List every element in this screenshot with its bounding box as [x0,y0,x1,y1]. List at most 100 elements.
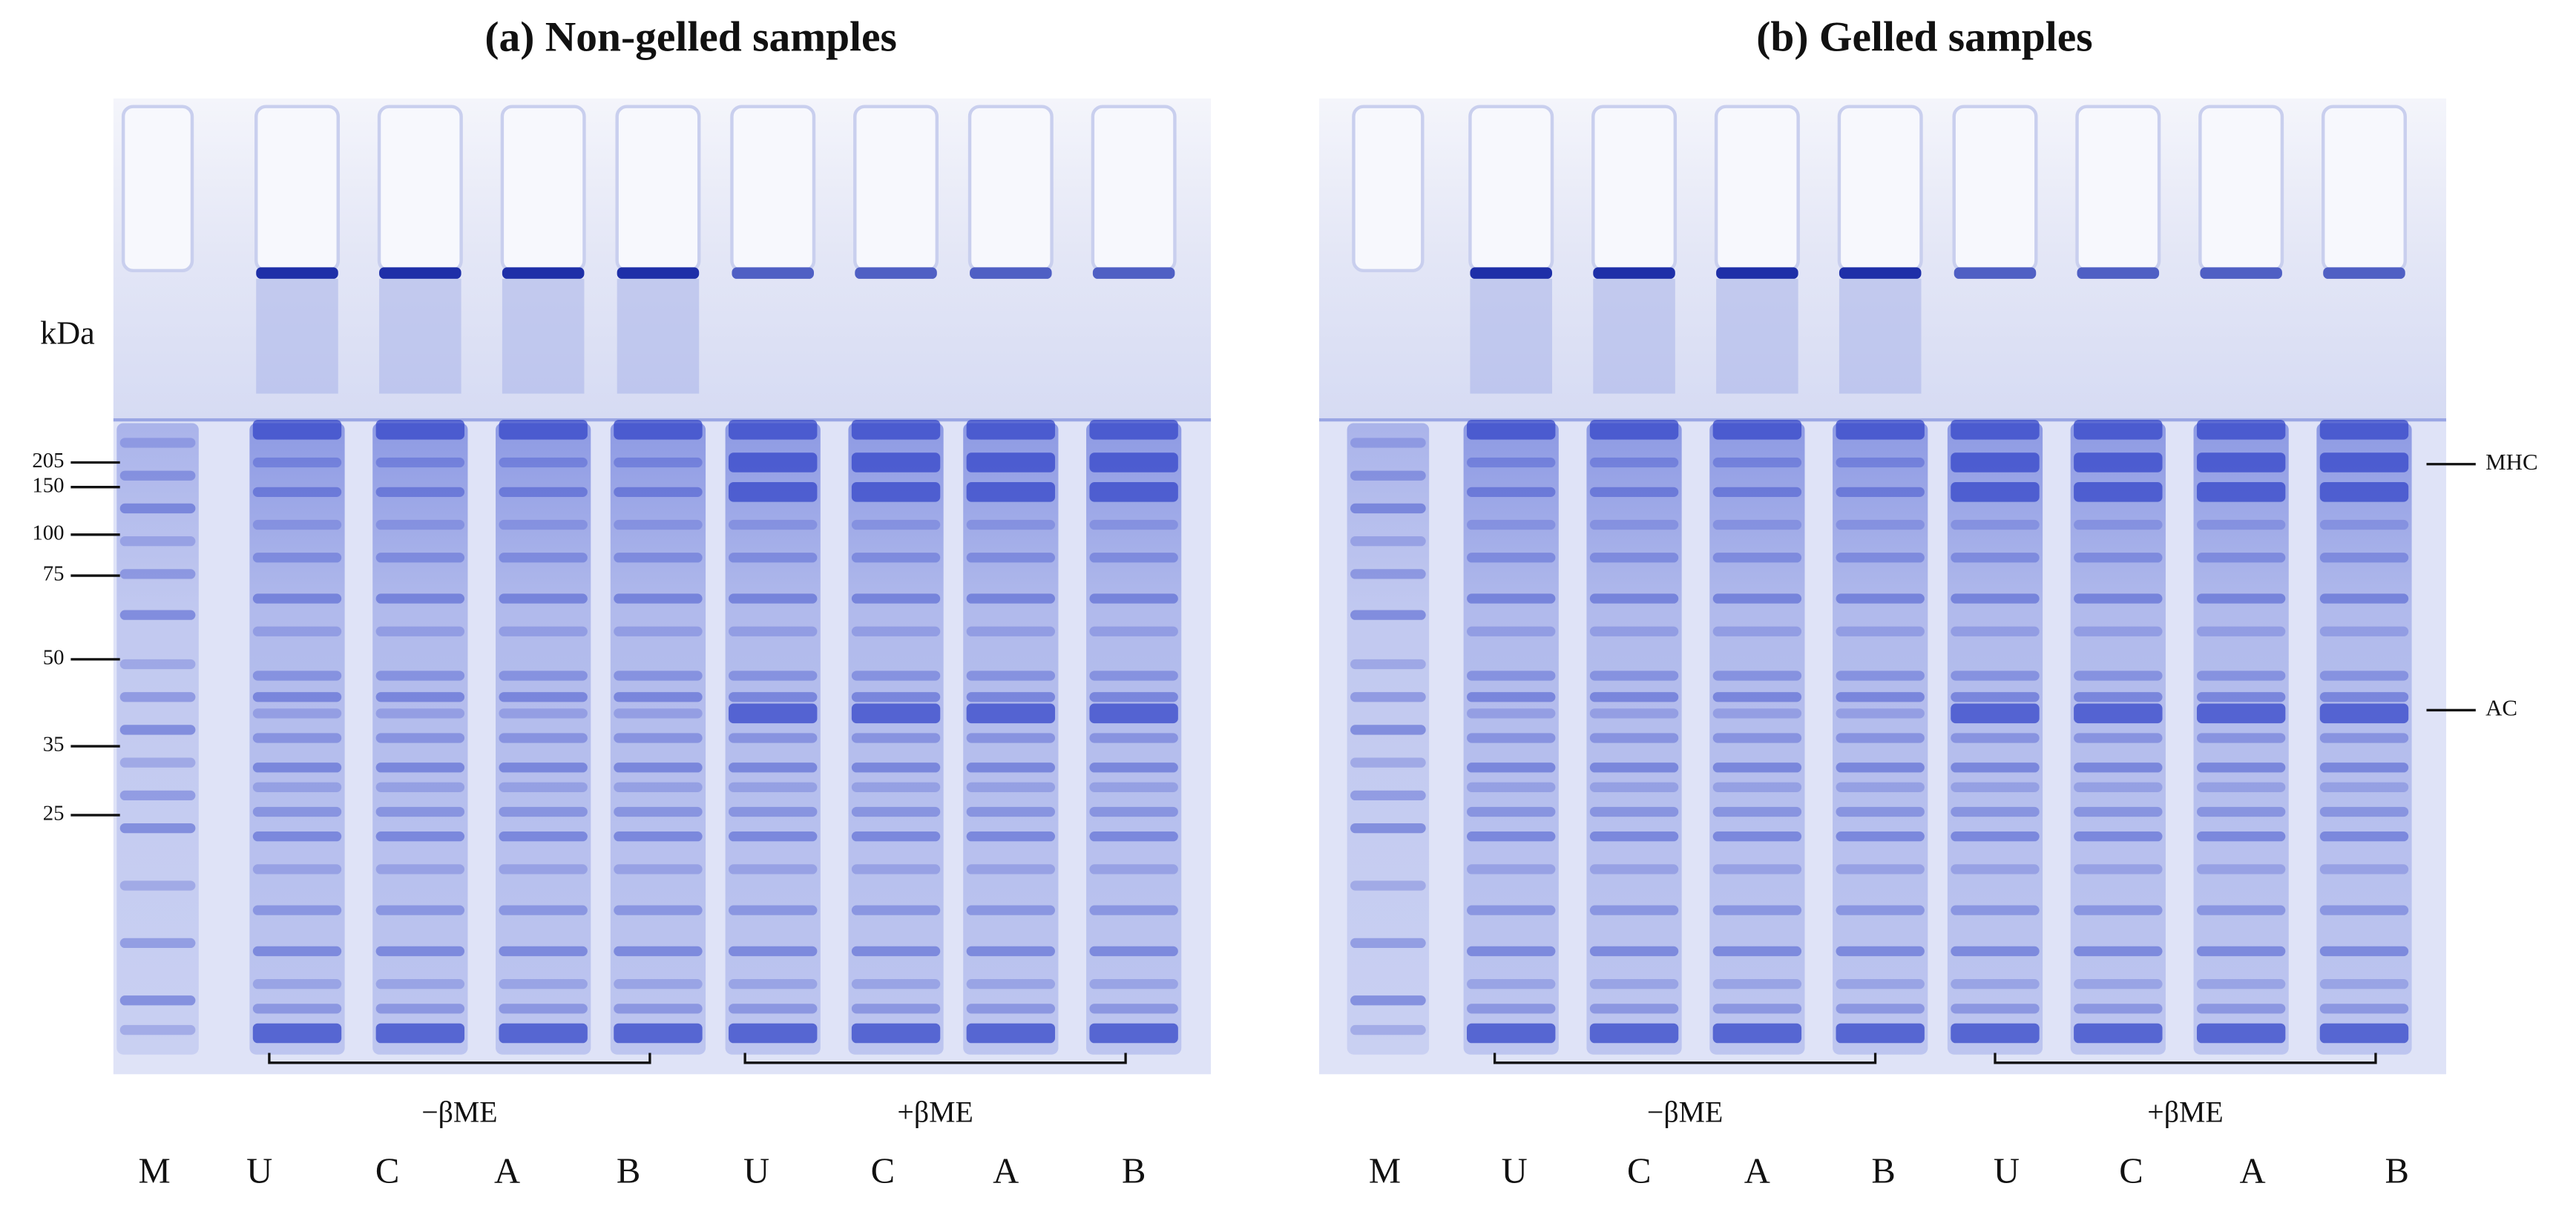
protein-band [1350,569,1426,579]
protein-band [1836,979,1925,989]
protein-band [1951,553,2040,563]
well-band [2200,267,2282,279]
lane [2070,423,2166,1055]
lane [2193,423,2289,1055]
protein-band [1836,671,1925,681]
stacking-smear [617,278,700,394]
marker-label: 25 [43,802,65,826]
protein-band [1350,995,1426,1006]
protein-band [1712,905,1802,915]
protein-band [851,519,941,530]
protein-band [1350,757,1426,768]
protein-band [1467,457,1556,468]
protein-band [2074,1023,2163,1044]
protein-band [1836,831,1925,842]
protein-band [1951,905,2040,915]
well [1837,105,1923,273]
protein-band [2319,763,2409,773]
protein-band [499,487,588,497]
protein-band [1589,763,1679,773]
protein-band [2196,905,2286,915]
protein-band [1089,782,1178,792]
lane-label: A [993,1150,1019,1190]
protein-band [2319,946,2409,957]
well-band [855,267,937,279]
group-label: −βME [1647,1096,1723,1129]
protein-band [1712,1023,1802,1044]
lane [1347,423,1430,1055]
protein-band [252,733,342,743]
well [1091,105,1177,273]
protein-band [966,806,1056,817]
protein-band [1589,864,1679,875]
protein-band [2319,553,2409,563]
lane [1709,423,1805,1055]
protein-band [119,995,196,1006]
group-label: +βME [2147,1096,2223,1129]
protein-band [1089,593,1178,604]
marker-label: 100 [32,521,64,544]
protein-band [729,864,818,875]
protein-band [252,1004,342,1014]
protein-band [2196,671,2286,681]
protein-band [614,487,703,497]
stacking-smear [1470,278,1552,394]
protein-band [2074,420,2163,440]
protein-band [2074,1004,2163,1014]
protein-band [729,782,818,792]
protein-band [2196,692,2286,702]
protein-band [1467,806,1556,817]
protein-band [1836,946,1925,957]
protein-band [252,671,342,681]
protein-band [252,864,342,875]
band-label: AC [2485,695,2517,721]
protein-band [1350,503,1426,514]
protein-band [729,703,818,724]
protein-band [1589,626,1679,636]
protein-band [1089,763,1178,773]
protein-band [1836,864,1925,875]
protein-band [614,946,703,957]
protein-band [1589,420,1679,440]
protein-band [499,806,588,817]
protein-band [1712,1004,1802,1014]
protein-band [2074,519,2163,530]
protein-band [614,763,703,773]
protein-band [851,733,941,743]
protein-band [499,946,588,957]
protein-band [851,806,941,817]
protein-band [2196,806,2286,817]
protein-band [966,979,1056,989]
protein-band [851,782,941,792]
protein-band [1089,692,1178,702]
well-band [1839,267,1922,279]
protein-band [499,763,588,773]
protein-band [966,782,1056,792]
protein-band [1089,905,1178,915]
protein-band [851,905,941,915]
protein-band [252,420,342,440]
protein-band [1089,864,1178,875]
protein-band [1089,1023,1178,1044]
protein-band [499,733,588,743]
protein-band [729,420,818,440]
protein-band [614,864,703,875]
protein-band [614,593,703,604]
protein-band [1467,692,1556,702]
protein-band [252,553,342,563]
protein-band [1836,553,1925,563]
protein-band [966,905,1056,915]
protein-band [851,593,941,604]
panel-title: (a) Non-gelled samples [484,13,897,60]
protein-band [1712,487,1802,497]
lane-label: U [743,1150,769,1190]
protein-band [499,593,588,604]
protein-band [2074,905,2163,915]
protein-band [1712,420,1802,440]
protein-band [729,626,818,636]
protein-band [252,763,342,773]
lane [1463,423,1559,1055]
protein-band [2319,671,2409,681]
protein-band [729,482,818,502]
lane-label: B [2385,1150,2408,1190]
